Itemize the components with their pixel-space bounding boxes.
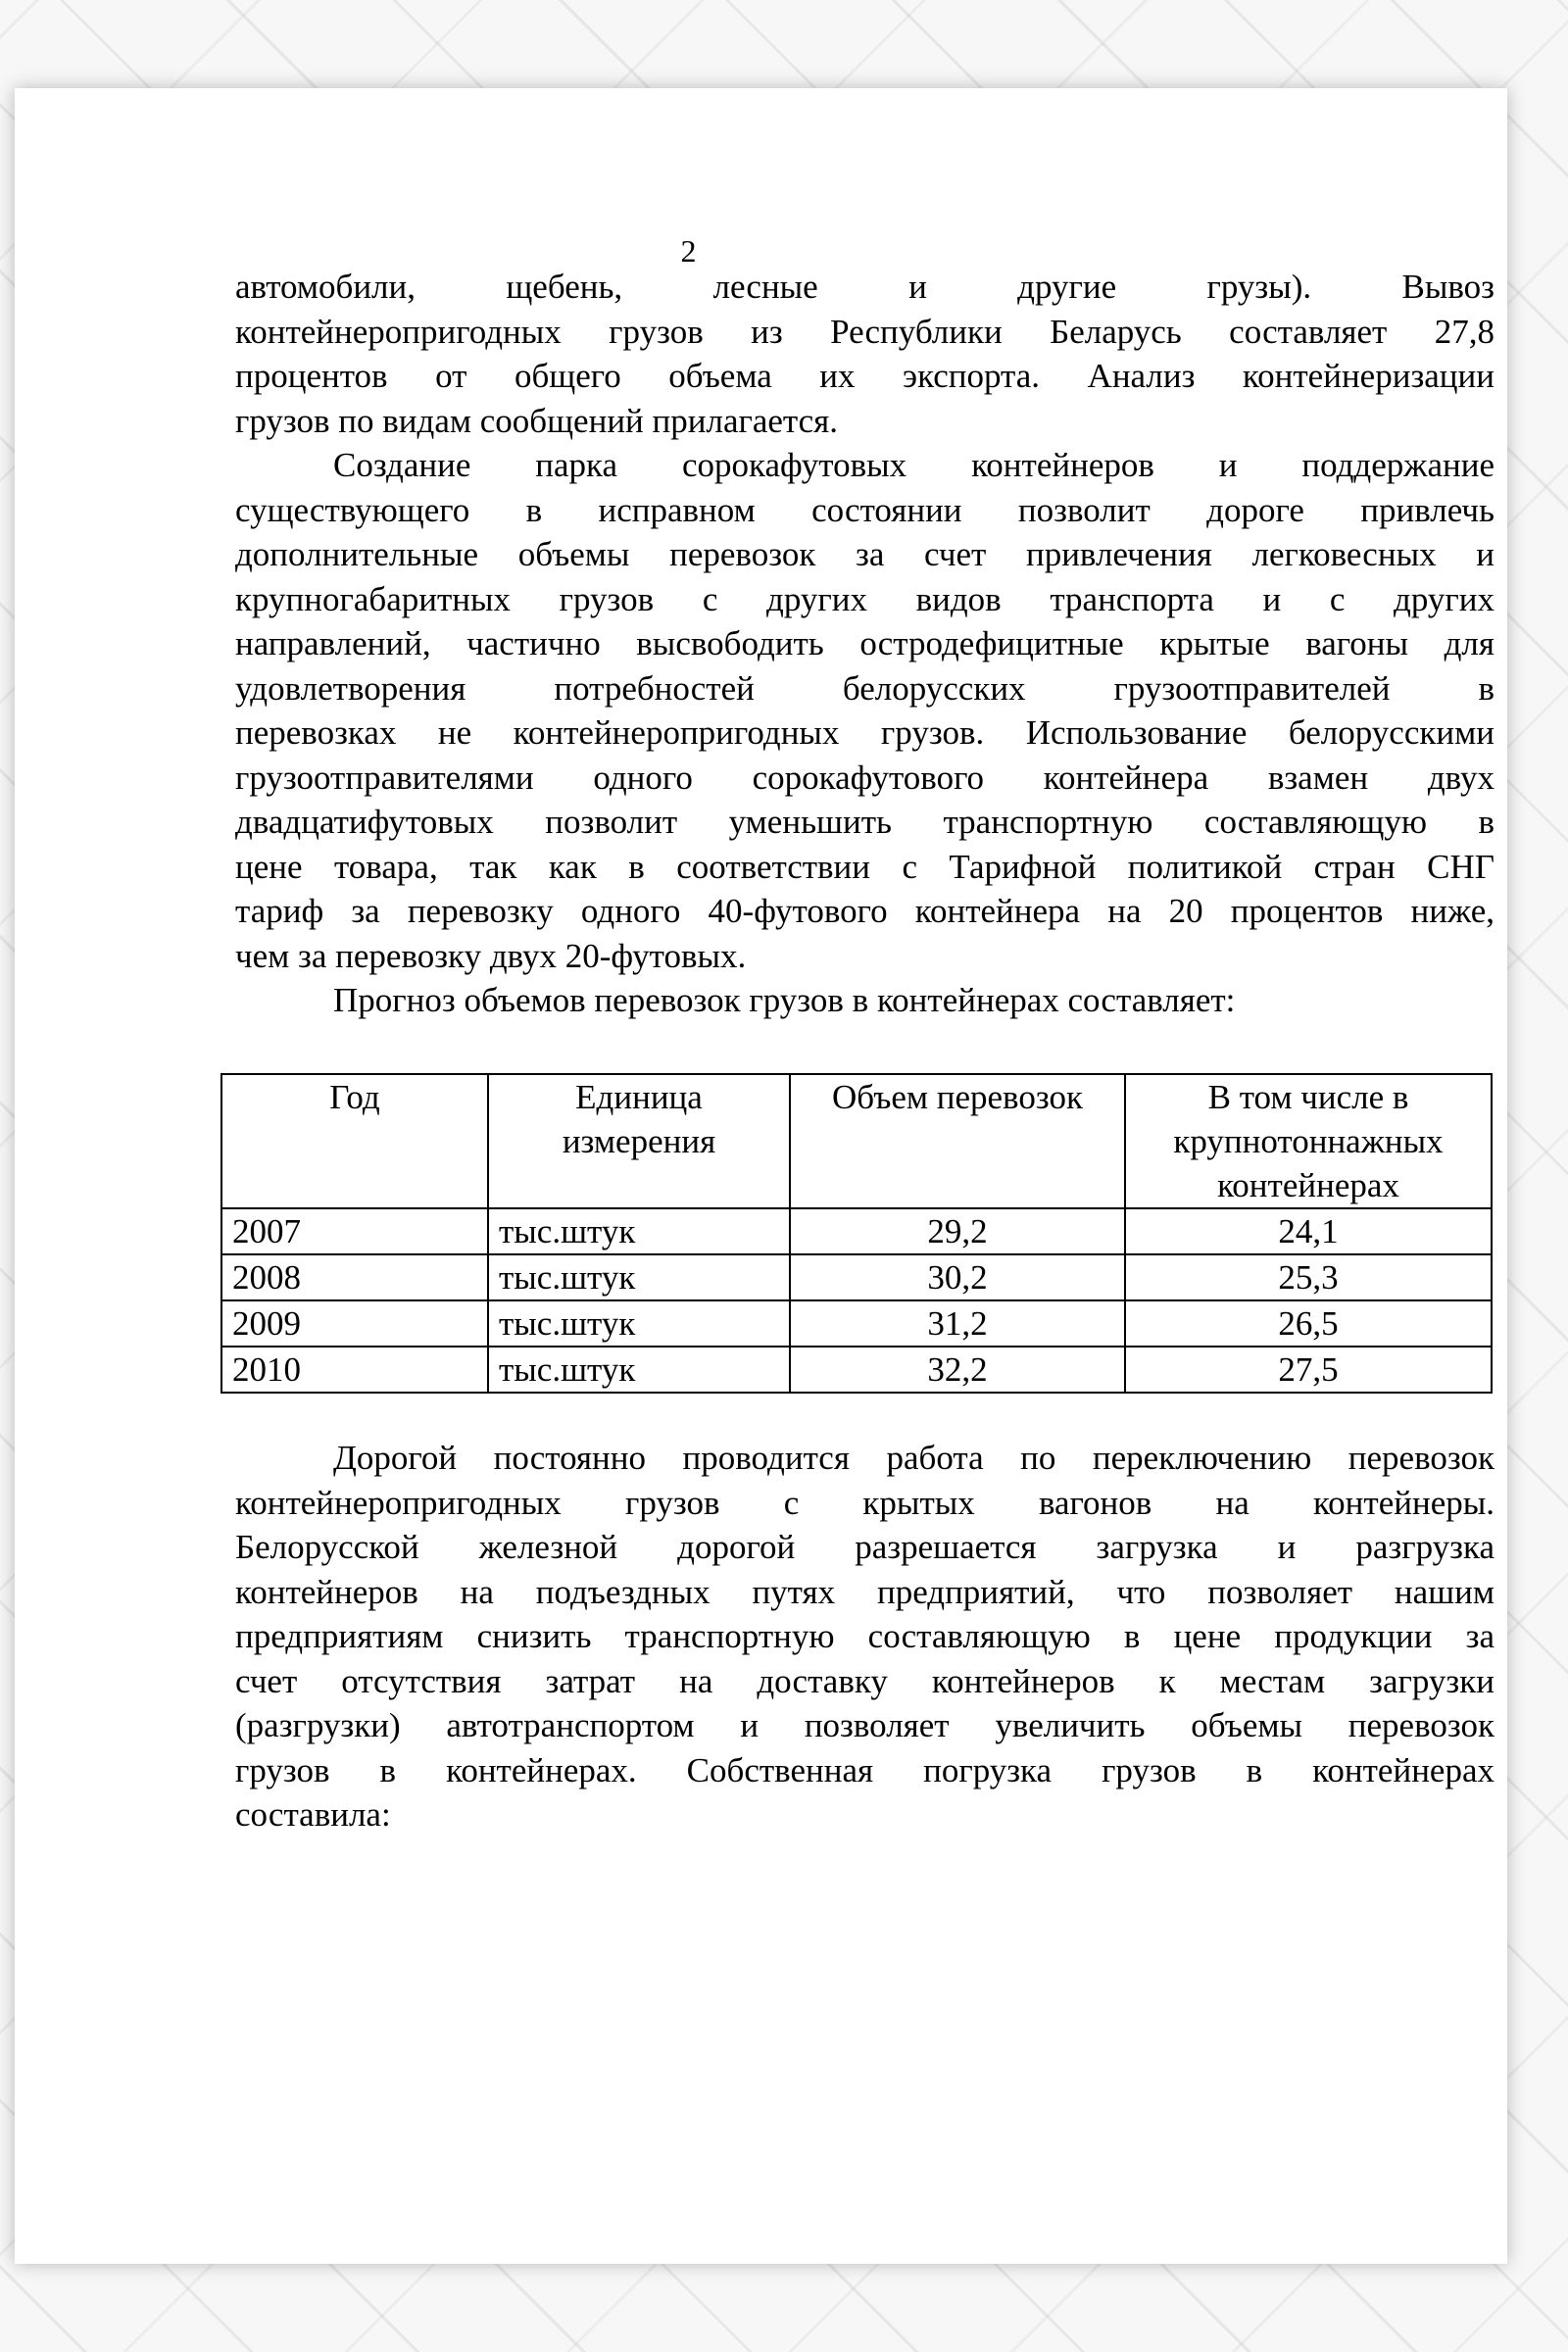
cell-large: 27,5 <box>1124 1346 1493 1394</box>
text-line: контейнеропригодных грузов из Республики… <box>235 312 1494 351</box>
cell-large: 24,1 <box>1124 1207 1493 1255</box>
cell-large: 25,3 <box>1124 1253 1493 1301</box>
cell-unit: тыс.штук <box>487 1207 791 1255</box>
cell-volume: 30,2 <box>789 1253 1126 1301</box>
cell-year: 2008 <box>220 1253 489 1301</box>
paragraph-1: автомобили, щебень, лесные и другие груз… <box>235 265 1494 443</box>
cell-volume: 31,2 <box>789 1299 1126 1348</box>
text-line: (разгрузки) автотранспортом и позволяет … <box>235 1706 1494 1744</box>
paragraph-3: Дорогой постоянно проводится работа по п… <box>235 1436 1494 1838</box>
table-row: 2009 тыс.штук 31,2 26,5 <box>220 1299 1493 1348</box>
text-line: существующего в исправном состоянии позв… <box>235 490 1494 529</box>
cell-volume: 29,2 <box>789 1207 1126 1255</box>
text-line: автомобили, щебень, лесные и другие груз… <box>235 268 1494 306</box>
text-line: двадцатифутовых позволит уменьшить транс… <box>235 803 1494 841</box>
text-line: грузов по видам сообщений прилагается. <box>235 401 839 440</box>
text-line: дополнительные объемы перевозок за счет … <box>235 535 1494 573</box>
text-line: грузоотправителями одного сорокафутового… <box>235 758 1494 797</box>
text-line: предприятиям снизить транспортную состав… <box>235 1617 1494 1655</box>
table-row: 2007 тыс.штук 29,2 24,1 <box>220 1207 1493 1255</box>
table-row: 2008 тыс.штук 30,2 25,3 <box>220 1253 1493 1301</box>
text-line: перевозках не контейнеропригодных грузов… <box>235 713 1494 752</box>
header-volume: Объем перевозок <box>789 1073 1126 1209</box>
text-line: цене товара, так как в соответствии с Та… <box>235 847 1494 886</box>
text-line: удовлетворения потребностей белорусских … <box>235 668 1494 708</box>
text-line: грузов в контейнерах. Собственная погруз… <box>235 1750 1494 1789</box>
cell-year: 2007 <box>220 1207 489 1255</box>
text-line: контейнеров на подъездных путях предприя… <box>235 1572 1494 1611</box>
text-line: Создание парка сорокафутовых контейнеров… <box>333 446 1494 484</box>
text-line: направлений, частично высвободить острод… <box>235 624 1494 662</box>
text-line: чем за перевозку двух 20-футовых. <box>235 936 747 975</box>
text-line: тариф за перевозку одного 40-футового ко… <box>235 892 1494 930</box>
cell-unit: тыс.штук <box>487 1299 791 1348</box>
cell-year: 2009 <box>220 1299 489 1348</box>
text-line: крупногабаритных грузов с других видов т… <box>235 579 1494 618</box>
text-line: контейнеропригодных грузов с крытых ваго… <box>235 1483 1494 1522</box>
forecast-table: Год Единица измерения Объем перевозок В … <box>220 1073 1493 1394</box>
cell-year: 2010 <box>220 1346 489 1394</box>
header-large-containers: В том числе в крупнотоннажных контейнера… <box>1124 1073 1493 1209</box>
text-line: Дорогой постоянно проводится работа по п… <box>333 1439 1494 1477</box>
table-header-row: Год Единица измерения Объем перевозок В … <box>220 1073 1493 1209</box>
cell-unit: тыс.штук <box>487 1346 791 1394</box>
page-number: 2 <box>680 233 697 269</box>
document-page: 2 автомобили, щебень, лесные и другие гр… <box>15 88 1507 2264</box>
cell-large: 26,5 <box>1124 1299 1493 1348</box>
text-line: составила: <box>235 1795 391 1834</box>
cell-unit: тыс.штук <box>487 1253 791 1301</box>
table-intro: Прогноз объемов перевозок грузов в конте… <box>333 981 1236 1019</box>
text-line: Белорусской железной дорогой разрешается… <box>235 1528 1494 1566</box>
cell-volume: 32,2 <box>789 1346 1126 1394</box>
text-line: процентов от общего объема их экспорта. … <box>235 357 1494 395</box>
header-unit: Единица измерения <box>487 1073 791 1209</box>
header-year: Год <box>220 1073 489 1209</box>
text-line: счет отсутствия затрат на доставку конте… <box>235 1661 1494 1700</box>
table-row: 2010 тыс.штук 32,2 27,5 <box>220 1346 1493 1394</box>
paragraph-2: Создание парка сорокафутовых контейнеров… <box>235 443 1494 1023</box>
